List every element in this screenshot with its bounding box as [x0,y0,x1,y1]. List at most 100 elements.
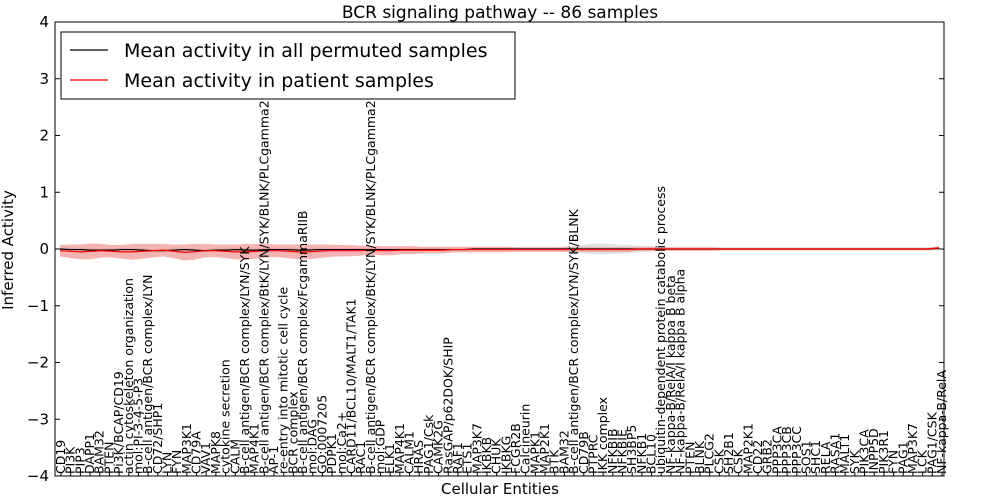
y-tick-label: −1 [27,297,49,315]
x-axis-label: Cellular Entities [441,480,559,498]
legend-label-permuted: Mean activity in all permuted samples [124,40,487,62]
x-tick-label: CD72/SHP1 [150,403,165,474]
y-axis-label: Inferred Activity [0,190,17,310]
x-tick-label: DAPP1 [82,433,97,474]
legend-box [60,31,516,100]
x-tick-label: NF-kappa-B/RelA/I kappa B alpha [673,269,688,474]
x-tick-label: LYN [159,452,174,474]
x-tick-label: cytokine secretion [218,359,233,474]
x-tick-label: SH3BP5 [624,425,639,474]
x-tick-label: ETS1 [460,443,475,474]
x-tick-label: B-cell antigen/BCR complex/LYN/SYK/BLNK [566,208,581,474]
x-tick-label: MAP3K1 [179,423,194,474]
x-tick-label: HRAS [411,440,426,474]
x-tick-label: PIK3CA [857,429,872,474]
chart-title: BCR signaling pathway -- 86 samples [342,3,658,23]
x-tick-label: IKBKB [479,437,494,474]
x-tick-label: ELK1 [382,443,397,474]
x-tick-label: PPP3CA [769,426,784,474]
x-tick-label: MAP4K1 [392,423,407,474]
x-tick-label: BCL10 [644,434,659,474]
x-tick-label: B-cell antigen/BCR complex/BtK/LYN/SYK/B… [256,100,271,474]
x-tick-label: RELA [818,441,833,474]
x-tick-label: CD79A [189,431,204,474]
x-tick-label: CHUK [489,438,504,474]
x-tick-label: PAG1/CSK [924,411,939,474]
x-tick-label: BTK [547,449,562,474]
x-tick-label: CAMK2G [431,420,446,474]
x-tick-label: B-cell antigen/BCR complex/LYN/SYK [237,246,252,474]
x-tick-label: PLCG2 [702,433,717,474]
x-tick-label: PI3K [63,446,78,474]
x-tick-label: B-cell antigen/BCR complex/LYN [140,275,155,475]
x-tick-label: NF-kappa-B/RelA [934,370,949,474]
x-tick-label: mol:Ca2+ [334,412,349,474]
x-tick-label: PDPK1 [324,433,339,474]
x-tick-label: actin cytoskeleton organization [121,278,136,474]
legend-label-patient: Mean activity in patient samples [124,70,434,92]
x-tick-label: MAP2K1 [537,423,552,474]
x-tick-label: CALM [227,439,242,474]
x-tick-label: VAV1 [198,442,213,474]
x-tick-label: CALM1 [402,431,417,474]
x-tick-label: BLNK [692,440,707,474]
x-tick-label: CD79B [576,431,591,474]
x-tick-label: mol:DAG [305,419,320,474]
y-tick-label: −2 [27,354,49,372]
x-tick-label: MAP4K1 [247,423,262,474]
y-tick-label: 0 [39,240,49,258]
x-tick-label: IKBKG [498,436,513,474]
x-tick-label: CSK [711,448,726,474]
x-tick-label: CARD11/BCL10/MALT1/TAK1 [343,298,358,474]
x-tick-label: CD19 [53,440,68,474]
x-tick-label: RasGAP/p62DOK/SHIP [440,337,455,474]
x-tick-label: B-cell antigen/BCR complex/BtK/LYN/SYK/B… [363,100,378,474]
x-tick-label: IKK complex [595,397,610,474]
x-tick-label: mol:PI-3-4-5-P3 [130,378,145,474]
x-tick-label: ubiquitin-dependent protein catabolic pr… [653,186,668,474]
y-tick-label: 2 [39,127,49,145]
y-tick-label: −4 [27,467,49,485]
x-tick-label: PAG1 [895,441,910,474]
x-tick-label: PPP3CB [779,426,794,474]
x-tick-label: Calcineurin [518,404,533,474]
x-tick-label: re-entry into mitotic cell cycle [276,286,291,474]
x-tick-label: NFKBIE [615,429,630,474]
x-tick-label: FYN [886,450,901,474]
x-tick-label: AP-1 [266,446,281,474]
legend: Mean activity in all permuted samples Me… [60,31,516,100]
x-tick-label: FYN [169,450,184,474]
x-tick-label: Pi3K/BCAP/CD19 [111,371,126,474]
x-tick-label: PTEN [682,442,697,474]
x-tick-label: CSK [731,448,746,474]
x-tick-label: NF-kappa-B/RelA/I kappa B beta [663,275,678,474]
x-tick-label: PIK3R1 [876,430,891,474]
x-tick-label: MAP2K1 [740,423,755,474]
x-tick-label: LCK [915,449,930,474]
patient-band [60,243,939,261]
y-tick-label: 4 [39,13,49,31]
x-tick-label: PTPRC [585,434,600,474]
x-tick-label: NFKBIB [605,428,620,474]
x-tick-label: SH2B1 [721,432,736,474]
x-tick-label: mol:GDP [372,419,387,474]
x-tick-label: MAP3K7 [905,423,920,474]
x-tick-label: SOS1 [798,440,813,474]
x-tick-label: PIP3 [72,447,87,474]
x-tick-label: RASA1 [828,433,843,474]
patient-mean-line [59,247,940,254]
x-tick-label: MAPK1 [527,431,542,474]
x-tick-label: CD22 [750,440,765,474]
x-tick-label: MALT1 [837,434,852,474]
x-tick-label: SHC1 [808,440,823,474]
x-tick-label: RAF1 [450,442,465,474]
y-tick-label: 1 [39,183,49,201]
x-tick-label: NFKB1 [634,433,649,474]
x-tick-label: PTEN [101,442,116,474]
y-tick-label: 3 [39,70,49,88]
x-tick-label: GRB2 [760,439,775,474]
x-tick-label: MAP3K7 [469,423,484,474]
x-tick-label: MAPK8 [208,431,223,474]
y-tick-label: −3 [27,410,49,428]
